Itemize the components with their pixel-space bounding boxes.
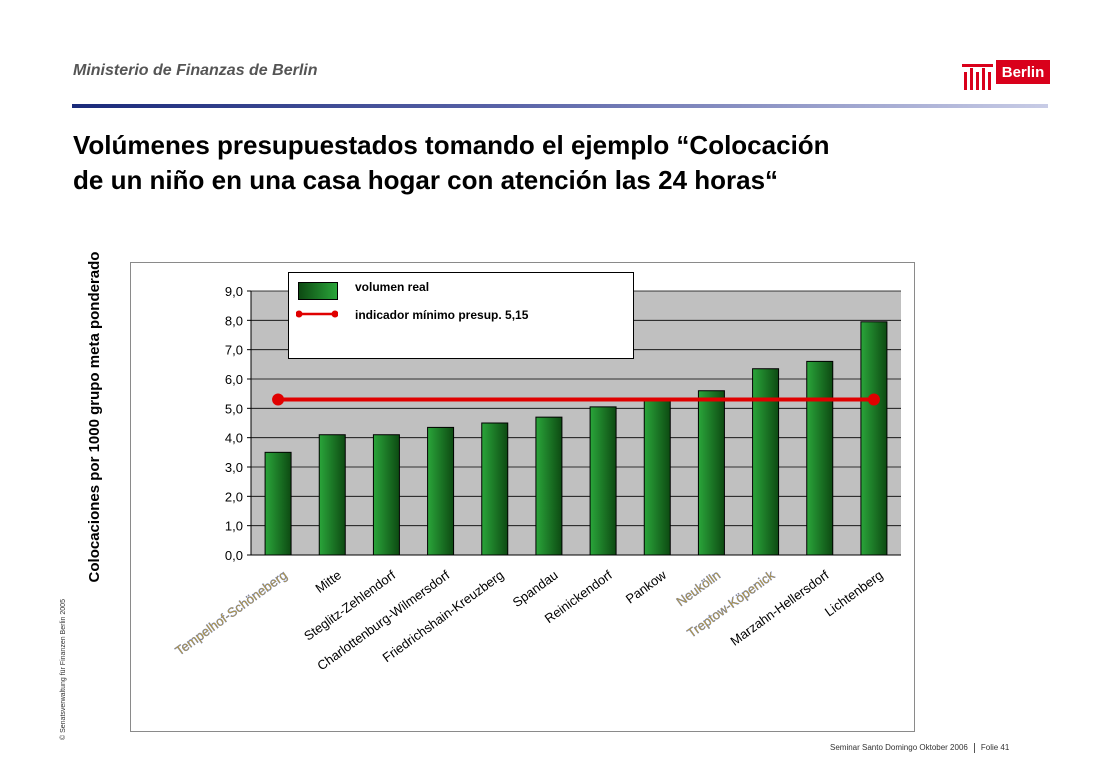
bar xyxy=(860,321,888,556)
x-tick-label: Pankow xyxy=(623,567,670,607)
y-tick-label: 1,0 xyxy=(225,519,243,534)
bar xyxy=(752,368,780,556)
footer-page: Folie 41 xyxy=(980,743,1010,753)
bar xyxy=(589,406,617,556)
y-tick-label: 9,0 xyxy=(225,284,243,299)
x-tick-label: Spandau xyxy=(510,567,561,610)
header-organization: Ministerio de Finanzas de Berlin xyxy=(73,62,318,79)
bar xyxy=(643,397,671,556)
y-tick-label: 5,0 xyxy=(225,401,243,416)
x-tick-label: Marzahn-Hellersdorf xyxy=(727,567,831,649)
bar xyxy=(264,451,292,556)
bar xyxy=(697,390,725,556)
y-tick-label: 4,0 xyxy=(225,431,243,446)
bar xyxy=(427,426,455,556)
x-tick-label: Mitte xyxy=(312,567,344,596)
x-tick-label: Tempelhof-Schöneberg xyxy=(172,567,290,658)
y-tick-label: 0,0 xyxy=(225,548,243,563)
x-tick-label: Steglitz-Zehlendorf xyxy=(301,567,398,643)
footer-separator xyxy=(973,743,975,753)
berlin-logo: Berlin xyxy=(962,58,1050,94)
header-divider xyxy=(72,104,1048,108)
bar xyxy=(535,416,563,556)
legend-label-bars: volumen real xyxy=(355,280,430,294)
slide-title: Volúmenes presupuestados tomando el ejem… xyxy=(73,128,830,198)
y-tick-label: 8,0 xyxy=(225,313,243,328)
legend-line-swatch xyxy=(296,310,338,318)
bar xyxy=(806,360,834,556)
footer: Seminar Santo Domingo Oktober 2006 Folie … xyxy=(830,743,1009,753)
copyright-note: © Senatsverwaltung für Finanzen Berlin 2… xyxy=(60,599,67,740)
y-tick-label: 2,0 xyxy=(225,489,243,504)
x-tick-label: Neukölln xyxy=(673,567,723,609)
legend-label-line: indicador mínimo presup. 5,15 xyxy=(355,308,529,322)
legend-bar-swatch xyxy=(298,282,338,300)
title-line-1: Volúmenes presupuestados tomando el ejem… xyxy=(73,130,830,160)
y-tick-label: 7,0 xyxy=(225,343,243,358)
bar xyxy=(372,434,400,556)
y-axis-label: Colocaciones por 1000 grupo meta pondera… xyxy=(86,251,103,583)
y-tick-label: 3,0 xyxy=(225,460,243,475)
footer-seminar: Seminar Santo Domingo Oktober 2006 xyxy=(830,743,968,753)
logo-text: Berlin xyxy=(996,60,1050,84)
title-line-2: de un niño en una casa hogar con atenció… xyxy=(73,165,779,195)
y-tick-label: 6,0 xyxy=(225,372,243,387)
x-tick-label: Lichtenberg xyxy=(822,567,886,619)
bar xyxy=(481,422,509,556)
bar xyxy=(318,434,346,556)
threshold-marker-start xyxy=(272,393,285,406)
chart-legend: volumen real indicador mínimo presup. 5,… xyxy=(288,272,634,359)
threshold-marker-end xyxy=(867,393,880,406)
berlin-bear-columns-icon xyxy=(962,64,993,90)
